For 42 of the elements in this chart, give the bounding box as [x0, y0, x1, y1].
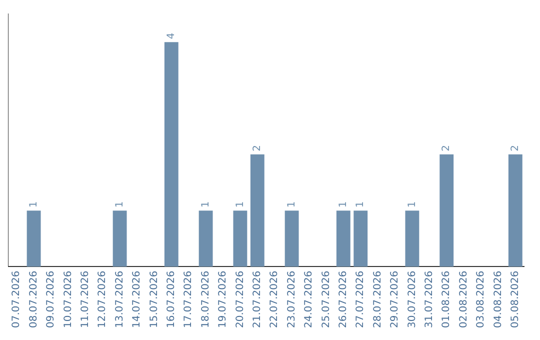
data-label: 1 — [200, 201, 212, 208]
x-tick-label: 18.07.2026 — [200, 270, 212, 328]
data-label: 1 — [406, 201, 418, 208]
x-tick-label: 09.07.2026 — [46, 270, 57, 328]
x-tick-label: 19.07.2026 — [218, 270, 229, 328]
x-tick-label: 11.07.2026 — [80, 270, 91, 328]
x-tick-label: 31.07.2026 — [424, 270, 435, 328]
x-tick-label: 26.07.2026 — [338, 270, 349, 328]
x-tick-label: 20.07.2026 — [234, 270, 246, 328]
x-tick-label: 07.07.2026 — [11, 270, 22, 328]
x-tick-label: 21.07.2026 — [252, 270, 263, 328]
x-tick-label: 04.08.2026 — [492, 270, 504, 328]
data-label: 4 — [166, 32, 177, 40]
x-tick-label: 10.07.2026 — [62, 270, 74, 328]
x-tick-label: 24.07.2026 — [304, 270, 315, 328]
data-label: 2 — [441, 145, 452, 152]
x-tick-label: 14.07.2026 — [132, 270, 143, 328]
data-label: 2 — [252, 145, 263, 152]
data-label: 1 — [114, 201, 126, 208]
data-label: 1 — [234, 201, 246, 208]
x-tick-label: 29.07.2026 — [390, 270, 401, 328]
x-tick-label: 22.07.2026 — [269, 270, 280, 328]
x-tick-label: 23.07.2026 — [286, 270, 298, 328]
x-tick-label: 30.07.2026 — [406, 270, 418, 328]
x-tick-label: 17.07.2026 — [183, 270, 194, 328]
x-tick-label: 13.07.2026 — [114, 270, 126, 328]
x-tick-label: 12.07.2026 — [97, 270, 108, 328]
data-label: 1 — [355, 201, 366, 208]
data-label: 1 — [338, 201, 349, 208]
x-tick-label: 03.08.2026 — [476, 270, 487, 328]
x-tick-label: 02.08.2026 — [458, 270, 470, 328]
x-tick-label: 15.07.2026 — [148, 270, 160, 328]
x-tick-label: 28.07.2026 — [372, 270, 384, 328]
data-label: 1 — [286, 201, 298, 208]
x-tick-label: 25.07.2026 — [320, 270, 332, 328]
x-tick-label: 16.07.2026 — [166, 270, 177, 328]
x-tick-label: 27.07.2026 — [355, 270, 366, 328]
x-tick-label: 01.08.2026 — [441, 270, 452, 328]
x-tick-label: 05.08.2026 — [510, 270, 521, 328]
x-tick-label: 08.07.2026 — [28, 270, 40, 328]
data-label: 1 — [28, 201, 40, 208]
data-label: 2 — [510, 145, 521, 152]
